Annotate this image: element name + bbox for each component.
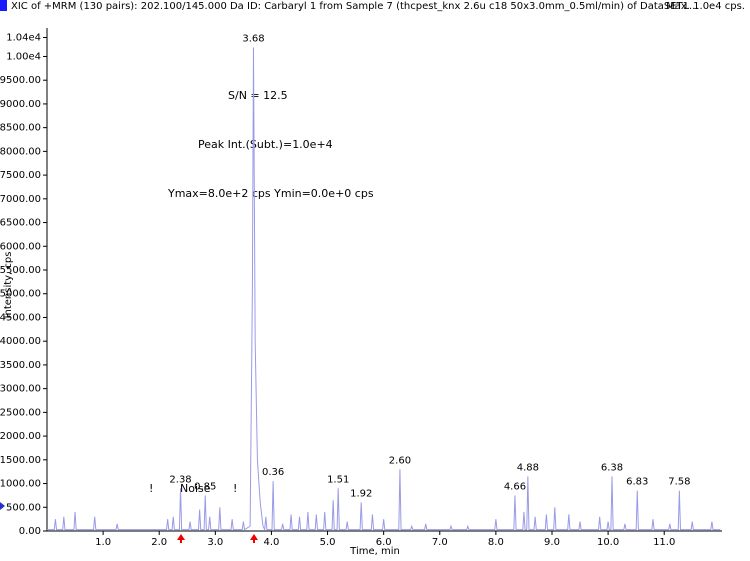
peak-label: 3.68	[242, 33, 264, 44]
y-tick-label: 8000.00	[0, 146, 41, 157]
y-tick-label: 1500.00	[0, 455, 41, 466]
y-tick-label: 0.00	[19, 526, 41, 537]
annotation: Ymax=8.0e+2 cps Ymin=0.0e+0 cps	[167, 187, 374, 200]
y-axis-label: Intensity, cps	[3, 252, 14, 319]
y-tick-label: 1000.00	[0, 479, 41, 490]
y-tick-label: 9500.00	[0, 75, 41, 86]
y-tick-label: 4500.00	[0, 312, 41, 323]
trace	[47, 47, 721, 532]
trace-marker	[0, 0, 7, 11]
y-tick-label: 4000.00	[0, 336, 41, 347]
y-tick-label: 6500.00	[0, 218, 41, 229]
x-tick-label: 6.0	[376, 537, 392, 548]
annotation: Noise	[180, 482, 211, 495]
y-tick-label: 500.00	[6, 502, 41, 513]
annotation: Peak Int.(Subt.)=1.0e+4	[198, 138, 333, 151]
y-tick-label: 9000.00	[0, 99, 41, 110]
max-label: Max. 1.0e4 cps.	[666, 1, 745, 12]
annotation: !	[233, 482, 237, 495]
x-tick-label: 5.0	[320, 537, 336, 548]
arrow	[250, 534, 258, 543]
peak-label: 2.38	[169, 474, 191, 485]
y-tick-label: 5500.00	[0, 265, 41, 276]
y-tick-label: 6000.00	[0, 241, 41, 252]
peak-label: 6.38	[601, 462, 623, 473]
y-tick-label: 5000.00	[0, 289, 41, 300]
y-tick-label: 7500.00	[0, 170, 41, 181]
peak-label: 6.83	[626, 477, 648, 488]
x-tick-label: 10.0	[597, 537, 619, 548]
y-tick-label: 2000.00	[0, 431, 41, 442]
x-tick-label: 7.0	[432, 537, 448, 548]
y-tick-label: 2500.00	[0, 407, 41, 418]
peak-label: 1.92	[350, 489, 372, 500]
x-tick-label: 3.0	[207, 537, 223, 548]
y-tick-label: 3000.00	[0, 384, 41, 395]
peak-label: 4.88	[517, 462, 539, 473]
y-tick-label: 8500.00	[0, 123, 41, 134]
annotation: !	[149, 482, 153, 495]
annotation: S/N = 12.5	[228, 89, 288, 102]
peak-label: 4.66	[504, 481, 526, 492]
x-tick-label: 2.0	[151, 537, 167, 548]
y-tick-label: 7000.00	[0, 194, 41, 205]
y-tick-label: 1.04e4	[6, 32, 41, 43]
peak-label: 1.51	[327, 474, 349, 485]
x-tick-label: 9.0	[544, 537, 560, 548]
level-marker	[0, 502, 5, 510]
y-tick-label: 1.00e4	[6, 51, 41, 62]
chart-title: XIC of +MRM (130 pairs): 202.100/145.000…	[11, 1, 699, 12]
x-tick-label: 1.0	[95, 537, 111, 548]
y-tick-label: 3500.00	[0, 360, 41, 371]
x-tick-label: 8.0	[488, 537, 504, 548]
x-tick-label: 4.0	[263, 537, 279, 548]
peak-label: 0.85	[194, 481, 216, 492]
peak-label: 7.58	[668, 477, 690, 488]
peak-label: 2.60	[389, 455, 411, 466]
x-axis-label: Time, min	[349, 546, 400, 557]
arrow	[177, 534, 185, 543]
peak-label: 0.36	[262, 467, 284, 478]
x-tick-label: 11.0	[653, 537, 675, 548]
